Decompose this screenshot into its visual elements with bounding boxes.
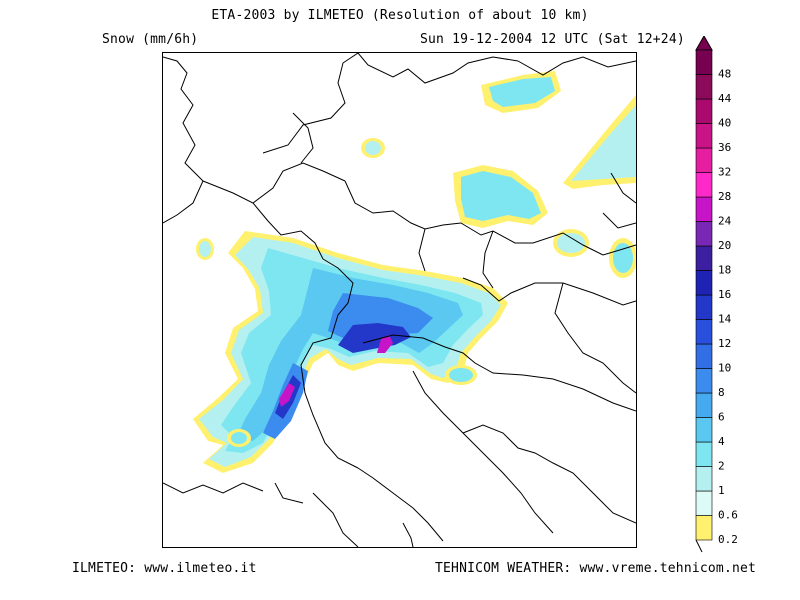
snow-blob-d-in — [199, 241, 211, 257]
legend-swatch — [695, 196, 713, 222]
valid-time: Sun 19-12-2004 12 UTC (Sat 12+24) — [420, 32, 685, 47]
legend-arrow-top — [695, 34, 713, 51]
snow-ne-inner — [489, 77, 555, 107]
legend-pointer — [695, 539, 703, 553]
field-label: Snow (mm/6h) — [102, 32, 199, 47]
snow-field — [193, 71, 636, 473]
legend-label: 0.2 — [718, 533, 738, 546]
legend-label: 32 — [718, 166, 731, 179]
legend-label: 4 — [718, 435, 725, 448]
snow-blob-f-in — [449, 368, 473, 382]
legend-swatch — [695, 368, 713, 394]
legend-swatch — [695, 172, 713, 198]
legend-swatch — [695, 147, 713, 173]
legend-swatch — [695, 490, 713, 516]
legend-label: 2 — [718, 460, 725, 473]
legend-label: 1 — [718, 484, 725, 497]
legend-swatch — [695, 441, 713, 467]
footer-left-credit: ILMETEO: www.ilmeteo.it — [72, 561, 257, 576]
legend-swatch — [695, 466, 713, 492]
legend-colorbar: 0.2 0.6 1 2 4 6 8 10 12 14 16 18 20 24 28 32 36 40 44 48 — [694, 34, 794, 556]
legend-swatch — [695, 98, 713, 124]
legend-label: 20 — [718, 239, 731, 252]
legend-label: 12 — [718, 337, 731, 350]
legend-swatch — [695, 221, 713, 247]
snow-contour-24 — [279, 335, 393, 407]
legend-swatch — [695, 319, 713, 345]
legend-label: 0.6 — [718, 509, 738, 522]
snow-contour-14 — [275, 323, 411, 419]
legend-swatch — [695, 515, 713, 541]
legend-swatch — [695, 392, 713, 418]
legend-label: 40 — [718, 117, 731, 130]
snow-blob-e-in — [231, 432, 247, 444]
legend-label: 18 — [718, 264, 731, 277]
legend-label: 48 — [718, 68, 731, 81]
legend-label: 28 — [718, 190, 731, 203]
legend-swatch — [695, 245, 713, 271]
legend-label: 36 — [718, 141, 731, 154]
footer-right-credit: TEHNICOM WEATHER: www.vreme.tehnicom.net — [435, 561, 757, 576]
legend-swatch — [695, 294, 713, 320]
legend-swatch — [695, 74, 713, 100]
legend-label: 44 — [718, 92, 732, 105]
snow-east-inner — [571, 105, 636, 181]
snow-blob-b-in — [557, 233, 585, 253]
legend-label: 6 — [718, 411, 725, 424]
legend-swatch — [695, 343, 713, 369]
legend-label: 16 — [718, 288, 731, 301]
snow-blob-a-in — [365, 141, 381, 155]
legend-swatch — [695, 123, 713, 149]
map-title: ETA-2003 by ILMETEO (Resolution of about… — [211, 8, 589, 23]
legend-label: 8 — [718, 386, 725, 399]
country-borders — [163, 53, 636, 547]
legend-label: 10 — [718, 362, 731, 375]
legend-swatch — [695, 49, 713, 75]
snow-blob-c-in — [613, 243, 633, 273]
legend-label: 14 — [718, 313, 732, 326]
legend-swatch — [695, 270, 713, 296]
snow-germany-inner — [461, 171, 541, 221]
legend-swatch — [695, 417, 713, 443]
legend-label: 24 — [718, 215, 732, 228]
snowfall-map — [162, 52, 637, 548]
